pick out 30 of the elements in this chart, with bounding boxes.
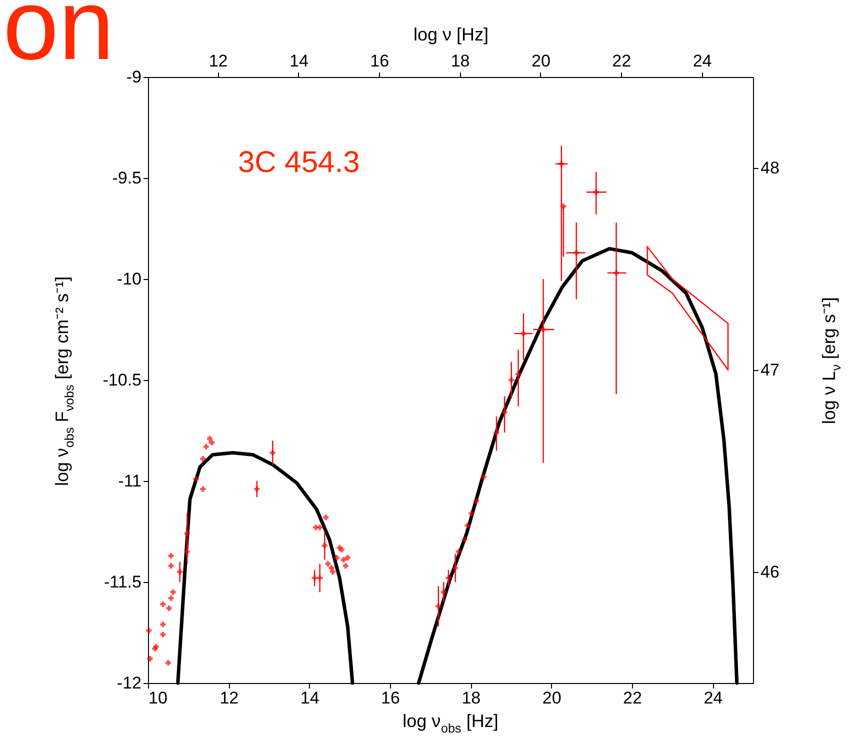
x-tick-label: 14: [300, 688, 320, 708]
x2-tick-label: 22: [612, 52, 632, 70]
y2-tick-label: 47: [760, 360, 780, 380]
x-tick-label: 22: [623, 688, 642, 708]
y-tick-label: -10: [116, 270, 142, 288]
x-tick-label: 24: [704, 688, 723, 708]
text: on: [3, 0, 114, 81]
y-axis-title: log νobs Fνobs [erg cm⁻² s⁻¹]: [52, 276, 76, 486]
y-tick-label: -9: [126, 68, 142, 86]
y-tick-label: -11: [118, 472, 142, 490]
x2-axis-title: log ν [Hz]: [413, 24, 489, 44]
x-tick-label: 10: [148, 688, 168, 708]
x2-tick-label: 14: [289, 52, 308, 70]
x-tick-label: 18: [462, 688, 481, 708]
x-tick-label: 12: [220, 688, 239, 708]
y2-tick-label: 46: [760, 562, 780, 582]
y-tick-label: -10.5: [102, 370, 142, 390]
y-tick-label: -9.5: [112, 168, 142, 188]
x2-tick-label: 24: [692, 52, 712, 70]
x2-tick-label: 18: [450, 52, 470, 70]
x2-tick-label: 20: [531, 52, 550, 70]
y-tick-label: -12: [116, 674, 142, 692]
x-tick-label: 16: [381, 688, 400, 708]
y2-axis-title: log ν Lν [erg s⁻¹]: [819, 297, 844, 424]
x2-tick-label: 12: [208, 52, 228, 70]
y-tick-label: -11.5: [104, 572, 142, 592]
x-tick-label: 20: [542, 688, 562, 708]
y2-tick-label: 48: [760, 158, 780, 178]
annotation: 3C 454.3: [238, 146, 360, 179]
x2-tick-label: 16: [370, 52, 390, 70]
